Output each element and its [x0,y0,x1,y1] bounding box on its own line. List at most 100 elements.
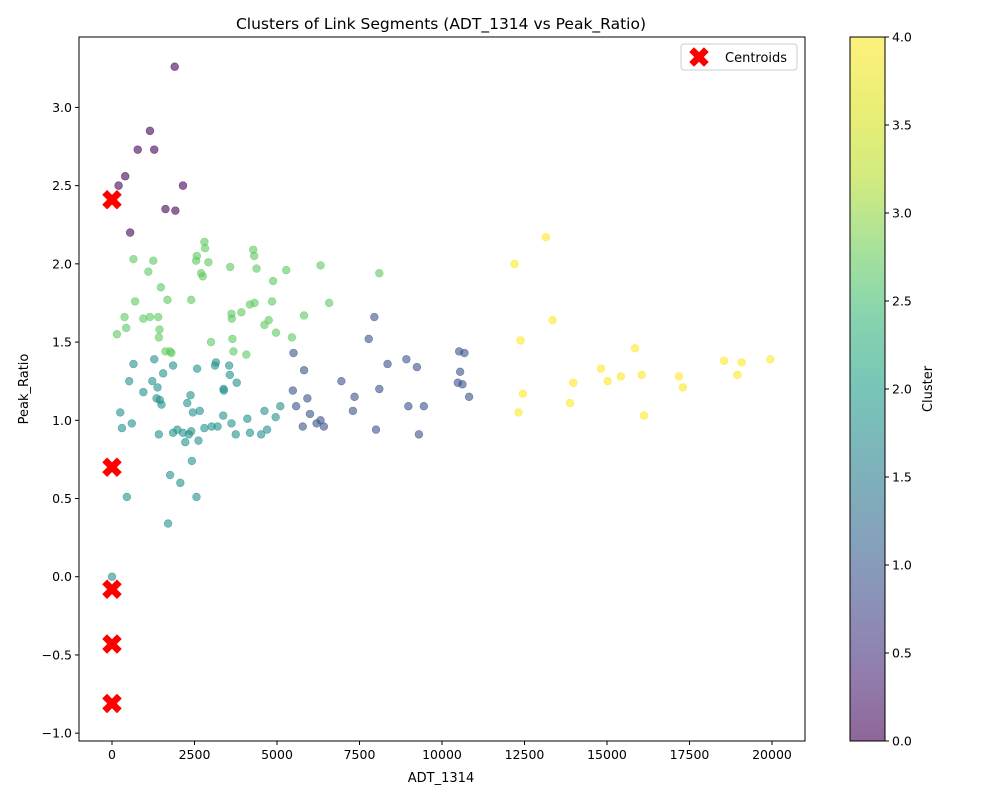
x-tick-label: 2500 [179,747,211,762]
x-axis-label: ADT_1314 [408,771,474,786]
data-point [678,383,688,392]
data-point [404,402,413,411]
data-point [287,333,297,342]
colorbar-tick-label: 4.0 [892,30,912,45]
data-point [370,312,379,322]
data-point [243,414,252,423]
data-point [170,62,179,71]
data-point [375,269,384,278]
y-tick-label: −1.0 [42,726,72,741]
data-point [460,348,469,358]
data-point [195,406,204,416]
data-point [145,126,155,136]
x-tick-label: 15000 [587,747,627,762]
y-axis: −1.0 −0.5 0.0 0.5 1.0 1.5 2.0 2.5 3.0 [42,100,79,741]
colorbar-label: Cluster [921,365,936,412]
data-point [224,361,234,370]
data-point [383,359,392,369]
data-point [256,430,266,439]
x-tick-label: 12500 [505,747,545,762]
colorbar-ticks: 0.0 0.5 1.0 1.5 2.0 2.5 3.0 3.5 4.0 [885,30,912,749]
data-point [129,254,138,264]
data-point [402,355,411,364]
data-point [187,427,196,436]
data-point [637,370,646,380]
y-tick-label: −0.5 [42,647,72,662]
data-point [267,297,277,306]
data-point [198,272,207,281]
colorbar-tick-label: 3.5 [892,118,912,133]
data-point [337,376,346,386]
y-tick-label: 1.5 [52,335,72,350]
y-tick-label: 3.0 [52,100,72,115]
cluster-1-series [288,312,474,439]
data-point [194,436,203,445]
data-point [150,355,159,364]
data-point [414,430,424,439]
data-point [107,572,117,581]
data-point [516,336,525,345]
data-point [227,419,236,428]
data-point [133,145,142,154]
data-point [565,398,575,408]
data-point [319,422,329,431]
data-point [192,251,202,261]
data-point [211,358,221,367]
data-point [156,283,166,292]
data-point [200,423,209,433]
data-point [124,376,134,386]
data-point [464,392,474,402]
data-point [167,348,176,358]
data-point [157,400,166,409]
scatter-marks [102,62,775,714]
colorbar-tick-label: 3.0 [892,206,912,221]
data-point [268,276,278,286]
data-point [350,392,359,402]
data-point [455,367,465,376]
data-point [303,394,312,403]
data-point [603,376,612,386]
data-point [150,145,159,154]
data-point [766,355,775,364]
data-point [168,361,178,370]
data-point [271,412,280,422]
data-point [155,325,164,334]
data-point [371,425,381,434]
y-tick-label: 2.0 [52,256,72,271]
data-point [412,362,422,372]
data-point [375,384,384,394]
cluster-3-series [112,237,384,359]
plot-background [79,37,805,741]
data-point [125,228,135,237]
data-point [630,344,640,353]
data-point [130,297,140,306]
data-point [145,312,155,322]
data-point [291,402,301,411]
data-point [120,312,129,322]
data-point [181,437,190,447]
data-point [250,251,259,261]
x-tick-label: 0 [108,747,116,762]
colorbar-gradient [850,37,885,741]
data-point [305,409,315,419]
data-point [733,370,742,380]
centroid-marker [102,634,122,654]
data-point [165,470,175,480]
data-point [514,408,523,417]
data-point [237,308,246,317]
data-point [121,323,131,333]
data-point [192,364,202,373]
data-point [178,181,188,190]
centroid-marker [102,457,122,478]
data-point [192,492,201,502]
data-point [245,428,255,438]
data-point [200,244,210,253]
centroid-marker [102,579,122,600]
legend-centroid-marker [689,47,709,67]
data-point [163,295,172,305]
data-point [187,456,197,466]
data-point [206,337,216,347]
data-point [276,402,285,411]
data-point [183,398,192,408]
data-point [242,350,251,359]
